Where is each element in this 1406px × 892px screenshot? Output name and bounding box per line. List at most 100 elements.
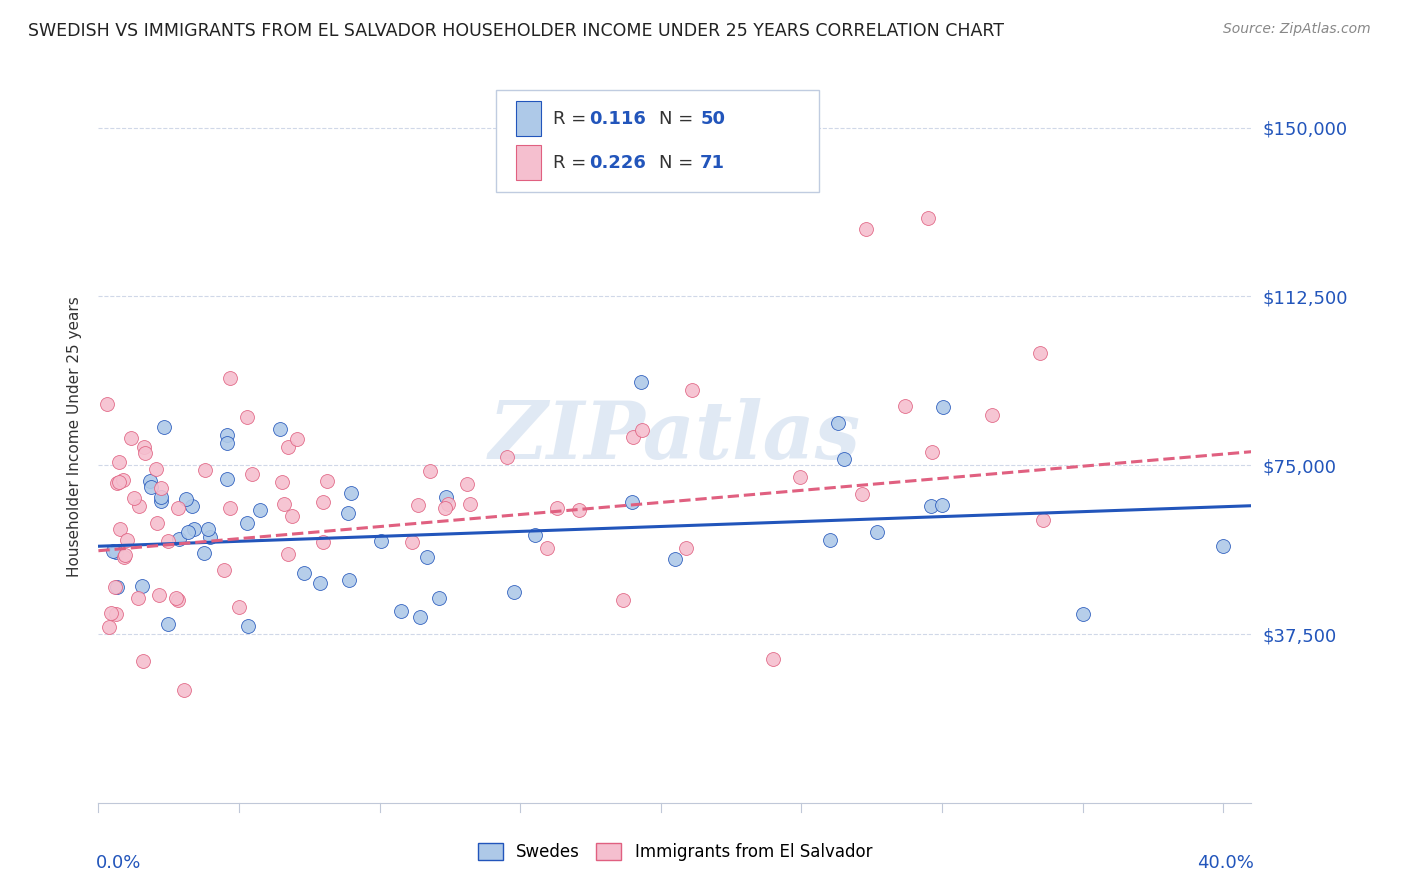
Point (149, 494, 172, 508)
Point (131, 579, 153, 593)
Point (96, 397, 118, 411)
Point (630, 375, 652, 389)
Point (193, 545, 215, 559)
Point (269, 422, 291, 436)
Point (675, 541, 697, 555)
Text: N =: N = (659, 153, 699, 172)
Point (197, 522, 219, 536)
Point (173, 683, 195, 698)
Point (818, 533, 841, 548)
Point (419, 464, 441, 478)
Point (277, 547, 299, 561)
Bar (516, 145, 541, 180)
Point (167, 500, 190, 515)
Point (406, 498, 429, 512)
Point (101, 544, 124, 558)
Point (134, 446, 156, 460)
Point (409, 610, 432, 624)
Point (104, 607, 127, 621)
Text: 71: 71 (700, 153, 725, 172)
Text: SWEDISH VS IMMIGRANTS FROM EL SALVADOR HOUSEHOLDER INCOME UNDER 25 YEARS CORRELA: SWEDISH VS IMMIGRANTS FROM EL SALVADOR H… (28, 22, 1004, 40)
Point (285, 432, 308, 446)
Point (294, 566, 316, 580)
Point (110, 522, 132, 536)
Point (108, 475, 131, 490)
Point (153, 420, 176, 434)
Point (132, 440, 155, 454)
Point (240, 467, 263, 482)
Point (212, 563, 235, 577)
Text: 0.226: 0.226 (589, 153, 647, 172)
Y-axis label: Householder Income Under 25 years: Householder Income Under 25 years (66, 297, 82, 577)
Text: 0.0%: 0.0% (96, 854, 142, 872)
Point (194, 463, 217, 477)
Legend: Swedes, Immigrants from El Salvador: Swedes, Immigrants from El Salvador (471, 836, 879, 868)
Point (621, 430, 644, 444)
Point (238, 619, 260, 633)
Point (145, 462, 167, 476)
Point (401, 535, 423, 549)
Point (832, 451, 855, 466)
Point (167, 593, 190, 607)
Point (917, 211, 939, 225)
FancyBboxPatch shape (496, 90, 820, 192)
Point (128, 499, 150, 513)
Text: 0.116: 0.116 (589, 110, 647, 128)
Point (138, 475, 160, 489)
Point (536, 541, 558, 556)
Point (120, 431, 142, 445)
Point (981, 409, 1004, 423)
Point (416, 549, 439, 564)
Point (273, 497, 295, 511)
Text: ZIPatlas: ZIPatlas (489, 399, 860, 475)
Point (308, 576, 330, 591)
Point (249, 503, 271, 517)
Point (217, 436, 239, 450)
Point (568, 503, 591, 517)
Point (681, 383, 703, 397)
Point (789, 470, 811, 484)
Point (149, 481, 172, 495)
Bar (516, 102, 541, 136)
Point (115, 533, 138, 547)
Point (434, 501, 457, 516)
Point (219, 500, 242, 515)
Point (215, 472, 238, 486)
Point (1029, 345, 1052, 359)
Point (920, 500, 942, 514)
Text: 50: 50 (700, 110, 725, 128)
Point (148, 588, 170, 602)
Point (1212, 539, 1234, 553)
Point (931, 400, 953, 414)
Point (311, 534, 333, 549)
Text: 40.0%: 40.0% (1197, 854, 1254, 872)
Point (235, 516, 257, 530)
Point (434, 490, 457, 504)
Point (855, 222, 877, 236)
Point (523, 528, 546, 542)
Point (236, 409, 259, 424)
Point (921, 445, 943, 459)
Point (546, 501, 568, 516)
Point (114, 548, 136, 562)
Point (458, 497, 481, 511)
Point (315, 474, 337, 488)
Point (866, 524, 889, 539)
Point (631, 423, 654, 437)
Point (277, 440, 299, 454)
Point (165, 591, 187, 605)
Point (621, 495, 644, 509)
Text: Source: ZipAtlas.com: Source: ZipAtlas.com (1223, 22, 1371, 37)
Point (270, 475, 292, 490)
Text: N =: N = (659, 110, 699, 128)
Text: R =: R = (553, 110, 592, 128)
Point (1071, 607, 1094, 621)
Point (132, 654, 155, 668)
Point (312, 494, 335, 508)
Point (228, 600, 250, 615)
Point (219, 371, 242, 385)
Point (281, 508, 304, 523)
Point (215, 428, 238, 442)
Point (1032, 513, 1054, 527)
Point (339, 486, 361, 500)
